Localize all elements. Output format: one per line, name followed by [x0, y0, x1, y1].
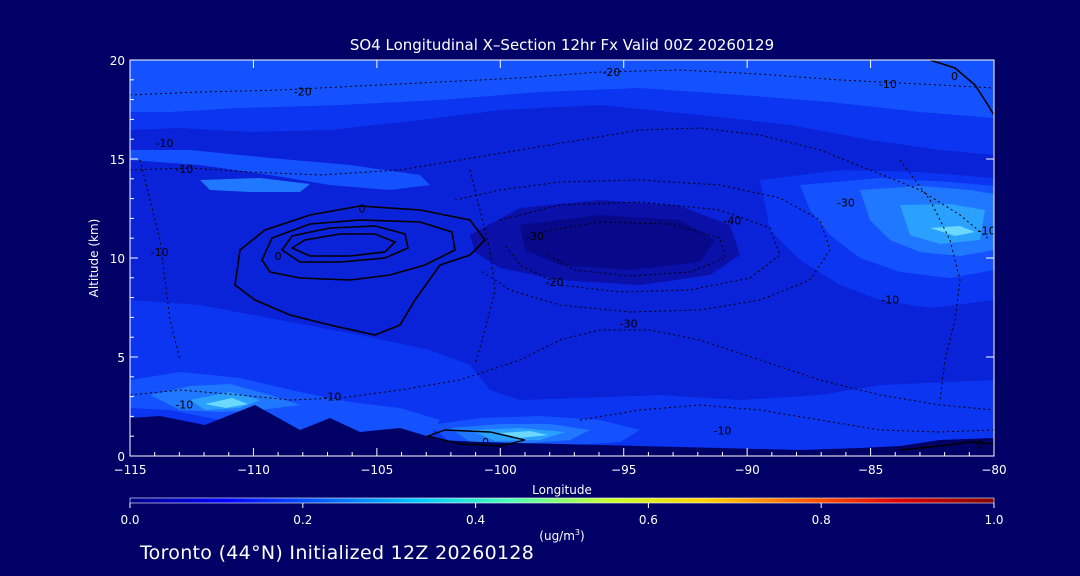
- colorbar-tick-label: 0.0: [120, 513, 139, 527]
- contour-line-zero-inner: [280, 225, 409, 263]
- contour-label: -10: [175, 399, 193, 412]
- colorbar-units-close: ): [580, 529, 585, 543]
- contour-labels: -20-20-100-10-10-30-40-10-30-1000-20-10-…: [151, 66, 996, 451]
- colorbar-tick-label: 0.8: [812, 513, 831, 527]
- contour-label: -40: [723, 214, 741, 227]
- chart-title: SO4 Longitudinal X–Section 12hr Fx Valid…: [350, 36, 774, 54]
- field-band-6: [930, 226, 975, 236]
- colorbar-ticks: 0.0 0.2 0.4 0.6 0.8 1.0: [120, 503, 1004, 527]
- y-axis-label: Altitude (km): [87, 219, 101, 298]
- contour-label: 0: [275, 250, 282, 263]
- x-tick-label: −80: [981, 463, 1006, 477]
- plot-area: -20-20-100-10-10-30-40-10-30-1000-20-10-…: [130, 60, 996, 456]
- contour-line-zero-corner: [929, 60, 994, 116]
- x-tick-label: −95: [611, 463, 636, 477]
- contour-label: -10: [978, 224, 996, 237]
- contour-line-neg-5: [130, 329, 994, 411]
- colorbar-units-main: (ug/m: [539, 529, 575, 543]
- contour-label: -30: [837, 197, 855, 210]
- run-info-footer: Toronto (44°N) Initialized 12Z 20260128: [140, 542, 535, 564]
- contour-lines: [130, 60, 994, 451]
- x-tick-label: −100: [484, 463, 517, 477]
- field-band-3: [130, 60, 994, 118]
- contour-label: 0: [951, 70, 958, 83]
- y-axis: 0 5 10 15 20: [110, 54, 994, 464]
- colorbar-ramp: [129, 497, 995, 504]
- field-band-4d: [200, 178, 310, 192]
- contour-label: -30: [620, 317, 638, 330]
- contour-label: -10: [151, 246, 169, 259]
- y-tick-label: 15: [110, 153, 125, 167]
- x-tick-label: −90: [734, 463, 759, 477]
- contour-line-neg-upper: [130, 69, 994, 96]
- contour-line-neg-9: [469, 169, 496, 366]
- colorbar-tick-label: 0.4: [466, 513, 485, 527]
- colorbar-units: (ug/m3): [539, 528, 584, 543]
- contour-label: -10: [323, 391, 341, 404]
- concentration-field: [130, 60, 994, 456]
- contour-label: 0: [359, 203, 366, 216]
- colorbar-tick-label: 0.6: [639, 513, 658, 527]
- contour-label: -30: [526, 230, 544, 243]
- contour-line-neg-6: [579, 404, 994, 433]
- y-tick-label: 0: [117, 450, 125, 464]
- contour-label: -10: [713, 424, 731, 437]
- y-tick-label: 5: [117, 351, 125, 365]
- contour-label: -20: [602, 66, 620, 79]
- field-band-6c: [500, 431, 548, 438]
- colorbar-units-sup: 3: [575, 528, 580, 537]
- colorbar-tick-label: 1.0: [984, 513, 1003, 527]
- y-tick-label: 20: [110, 54, 125, 68]
- field-band-6b: [205, 398, 248, 408]
- contour-label: -20: [546, 276, 564, 289]
- contour-line-zero-east: [899, 441, 994, 451]
- x-axis: −115 −110 −105 −100 −95 −90 −85 −80: [114, 60, 1007, 477]
- contour-line-zero-mid: [261, 219, 456, 281]
- contour-label: 0: [976, 438, 983, 451]
- field-band-3b: [130, 150, 430, 190]
- contour-line-neg-7: [899, 159, 961, 401]
- x-tick-label: −110: [237, 463, 270, 477]
- terrain: [130, 405, 994, 456]
- contour-line-neg-1: [130, 127, 991, 241]
- contour-line-zero-surface: [425, 429, 526, 447]
- contour-line-zero-outer: [234, 205, 487, 336]
- x-axis-label: Longitude: [532, 483, 592, 497]
- contour-line-neg-3: [499, 201, 781, 293]
- contour-label: -10: [156, 137, 174, 150]
- x-tick-label: −115: [114, 463, 147, 477]
- contour-label: -20: [294, 86, 312, 99]
- y-tick-label: 10: [110, 252, 125, 266]
- x-tick-label: −85: [858, 463, 883, 477]
- contour-label: -10: [881, 294, 899, 307]
- contour-label: -10: [879, 78, 897, 91]
- contour-line-zero-core: [290, 233, 397, 257]
- colorbar: 0.0 0.2 0.4 0.6 0.8 1.0 (ug/m3): [120, 497, 1004, 543]
- contour-label: 0: [482, 436, 489, 449]
- contour-line-neg-2: [454, 179, 831, 313]
- contour-label: -10: [175, 163, 193, 176]
- x-tick-label: −105: [360, 463, 393, 477]
- colorbar-tick-label: 0.2: [293, 513, 312, 527]
- field-low-core-inner: [520, 215, 715, 270]
